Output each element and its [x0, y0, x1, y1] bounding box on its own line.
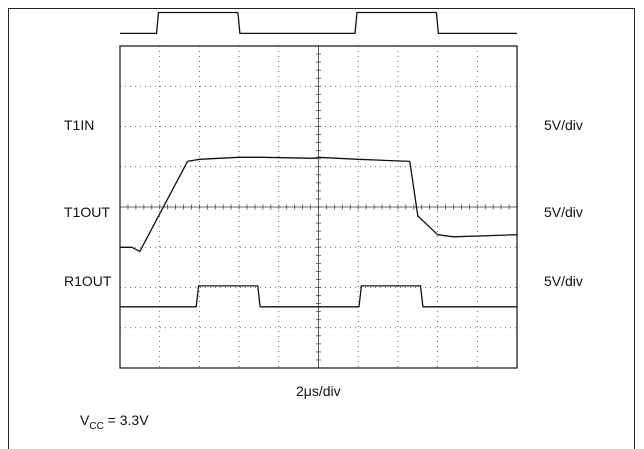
trace-label-t1out: T1OUT	[64, 204, 110, 220]
graticule-border	[119, 45, 518, 369]
vcc-subscript: CC	[89, 420, 104, 432]
trace-r1out	[120, 285, 517, 308]
vcc-value: = 3.3V	[103, 412, 149, 428]
trace-scale-t1in: 5V/div	[544, 117, 583, 133]
trace-label-t1in: T1IN	[64, 117, 95, 133]
trace-t1in	[120, 11, 517, 35]
x-axis-label: 2μs/div	[296, 383, 341, 399]
figure-frame	[8, 8, 635, 449]
vcc-prefix: V	[80, 412, 90, 428]
trace-scale-t1out: 5V/div	[544, 204, 583, 220]
vcc-note: VCC = 3.3V	[80, 412, 149, 435]
trace-t1out	[120, 156, 518, 253]
trace-label-r1out: R1OUT	[64, 273, 112, 289]
trace-scale-r1out: 5V/div	[544, 273, 583, 289]
